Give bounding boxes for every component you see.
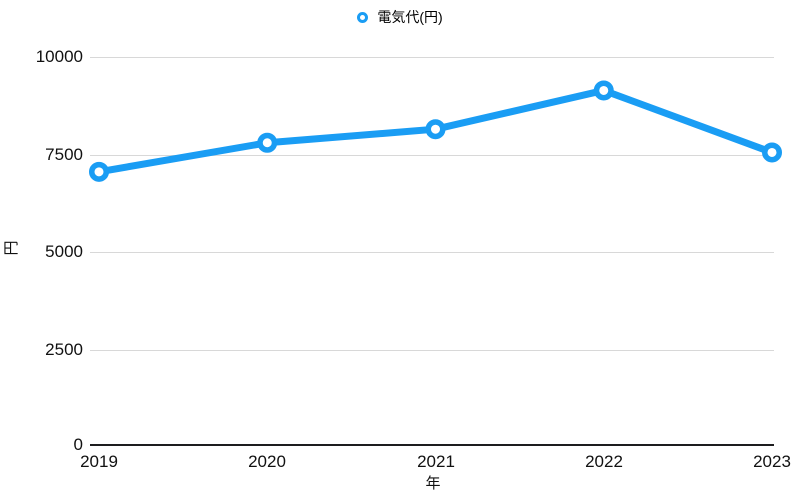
- y-tick-label: 7500: [45, 145, 83, 164]
- data-point: [425, 119, 446, 140]
- y-tick-label: 2500: [45, 340, 83, 359]
- legend: 電気代(円): [0, 8, 800, 26]
- gridline-7500: [90, 155, 774, 156]
- x-tick-label: 2020: [248, 452, 286, 471]
- data-point: [89, 161, 109, 182]
- data-point: [257, 132, 278, 153]
- x-tick-label: 2021: [417, 452, 455, 471]
- y-axis-title: 円: [3, 240, 20, 256]
- gridline-5000: [90, 252, 774, 253]
- x-axis-title: 年: [425, 475, 441, 492]
- legend-label: 電気代(円): [377, 9, 443, 25]
- gridline-2500: [90, 350, 774, 351]
- data-point: [593, 80, 614, 101]
- x-tick-label: 2022: [585, 452, 623, 471]
- y-tick-label: 10000: [35, 47, 83, 66]
- y-tick-label: 0: [73, 435, 83, 454]
- x-axis-line: [90, 444, 774, 446]
- x-tick-label: 2019: [80, 452, 118, 471]
- x-tick-label: 2023: [753, 452, 791, 471]
- legend-open-circle-icon: [357, 11, 369, 23]
- data-point: [762, 142, 782, 163]
- y-tick-label: 5000: [45, 242, 83, 261]
- gridline-10000: [90, 57, 774, 58]
